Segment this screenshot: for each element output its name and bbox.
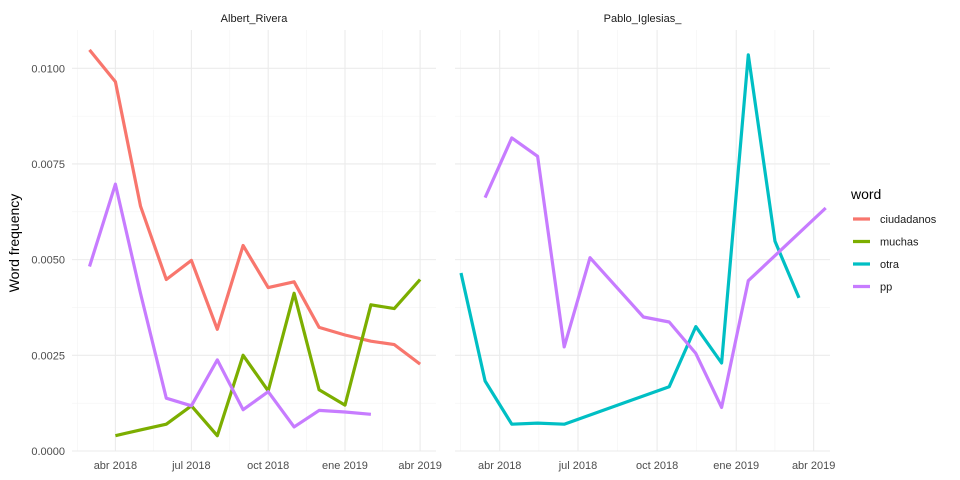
- y-tick-label: 0.0100: [31, 63, 65, 75]
- x-tick-label: ene 2019: [322, 460, 368, 472]
- x-tick-label: abr 2018: [94, 460, 137, 472]
- legend: word ciudadanos muchas otra pp: [850, 186, 937, 294]
- x-tick-label: oct 2018: [247, 460, 289, 472]
- panel-title: Albert_Rivera: [221, 13, 289, 25]
- x-tick-label: abr 2018: [478, 460, 521, 472]
- series-line-ciudadanos: [88, 48, 422, 366]
- series-line-pp: [483, 136, 827, 409]
- y-tick-label: 0.0050: [31, 255, 65, 267]
- series-line-otra: [459, 53, 801, 426]
- x-tick-label: ene 2019: [713, 460, 759, 472]
- legend-title: word: [850, 186, 881, 202]
- x-tick-label: abr 2019: [398, 460, 441, 472]
- legend-label: muchas: [880, 237, 919, 249]
- legend-label: otra: [880, 259, 900, 271]
- y-axis-label: Word frequency: [6, 194, 22, 293]
- y-tick-label: 0.0025: [31, 350, 65, 362]
- x-tick-label: jul 2018: [171, 460, 211, 472]
- y-tick-label: 0.0000: [31, 446, 65, 458]
- y-tick-label: 0.0075: [31, 159, 65, 171]
- x-tick-label: jul 2018: [558, 460, 598, 472]
- x-tick-label: abr 2019: [792, 460, 835, 472]
- legend-item-otra: otra: [853, 259, 900, 271]
- x-tick-label: oct 2018: [636, 460, 678, 472]
- series-line-pp: [87, 182, 372, 429]
- legend-item-muchas: muchas: [853, 237, 919, 249]
- legend-item-pp: pp: [853, 282, 892, 294]
- legend-label: ciudadanos: [880, 214, 937, 226]
- legend-item-ciudadanos: ciudadanos: [853, 214, 937, 226]
- panel-1: Pablo_Iglesias_abr 2018 jul 2018 oct 2018 e…: [455, 13, 835, 472]
- panel-title: Pablo_Iglesias_: [604, 13, 683, 25]
- legend-label: pp: [880, 282, 892, 294]
